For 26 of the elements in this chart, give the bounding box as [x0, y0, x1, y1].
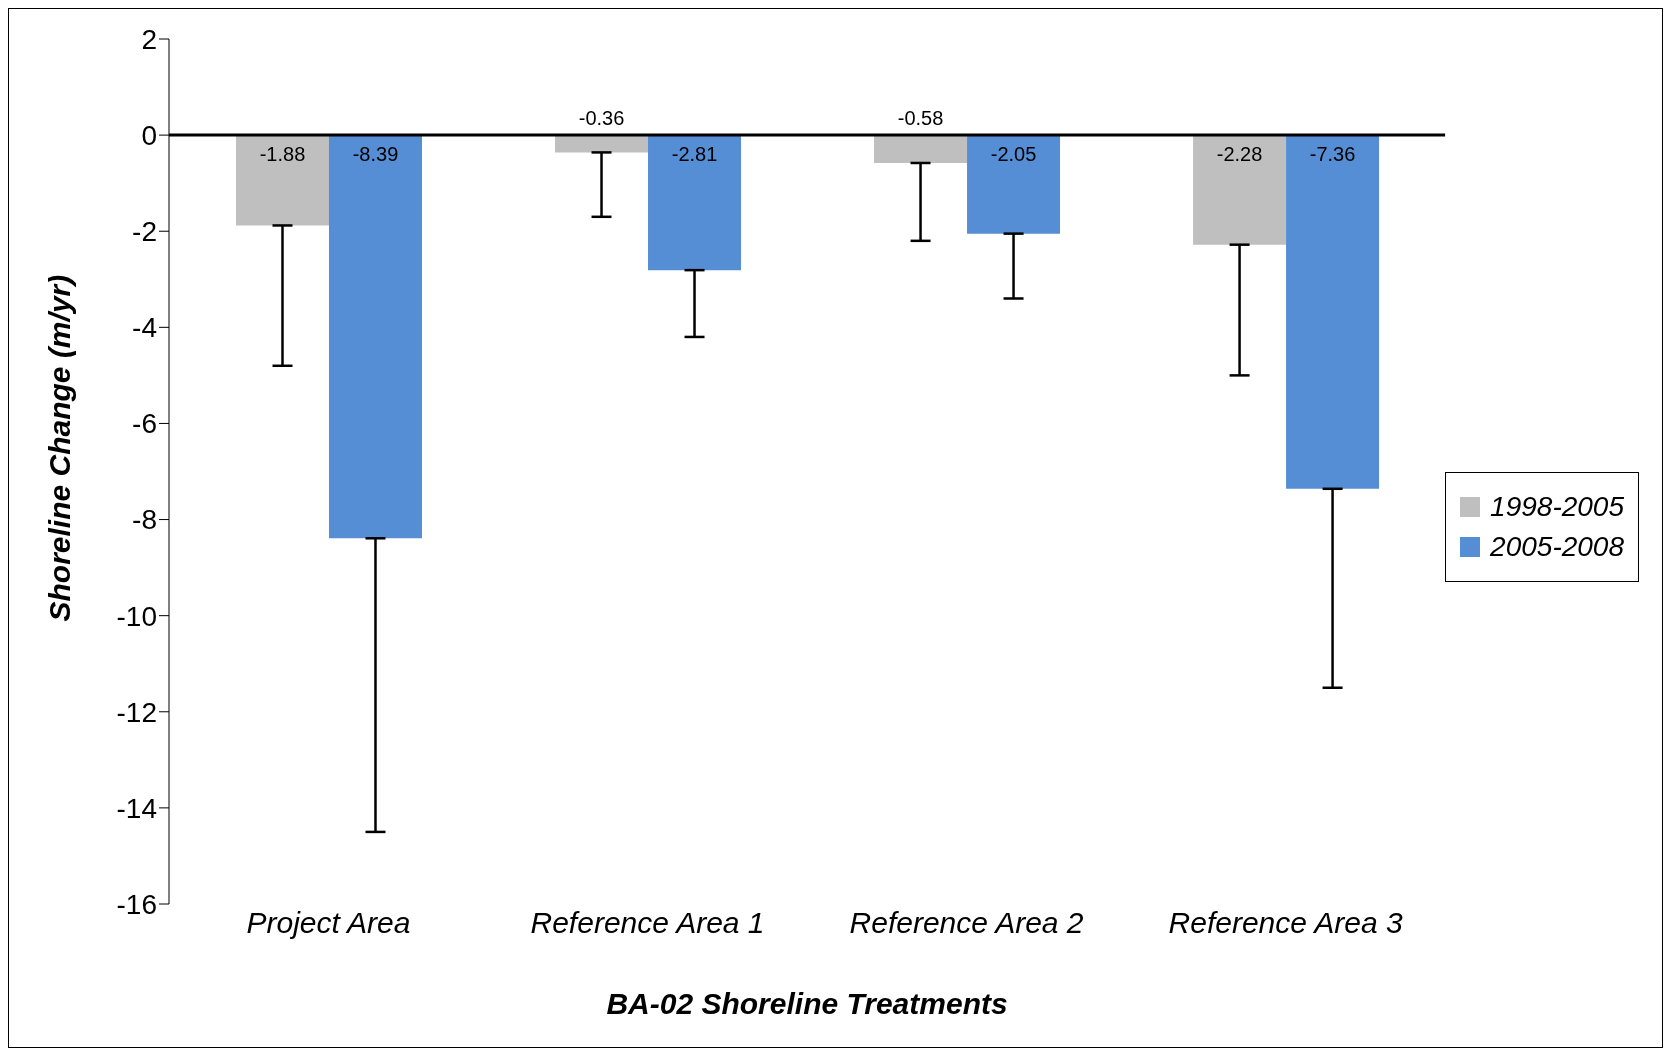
y-tick-label: -6 [132, 408, 157, 440]
data-label: -1.88 [259, 143, 306, 166]
data-label: -7.36 [1309, 143, 1356, 166]
data-label: -8.39 [352, 143, 399, 166]
y-tick-label: -12 [116, 696, 157, 728]
y-axis-title: Shoreline Change (m/yr) [42, 274, 76, 622]
legend-label: 2005-2008 [1490, 530, 1624, 563]
y-tick-label: 2 [141, 23, 157, 55]
x-tick-label: Reference Area 2 [849, 906, 1084, 940]
y-tick-label: -8 [132, 504, 157, 536]
legend-label: 1998-2005 [1490, 490, 1624, 523]
data-label: -2.05 [990, 143, 1037, 166]
y-tick-label: -4 [132, 312, 157, 344]
y-tick-label: -10 [116, 600, 157, 632]
data-label: -0.58 [897, 107, 944, 130]
x-tick-label: Reference Area 3 [1168, 906, 1403, 940]
data-label: -2.28 [1216, 143, 1263, 166]
data-label: -0.36 [578, 107, 625, 130]
y-tick-label: -14 [116, 792, 157, 824]
x-tick-label: Project Area [246, 906, 411, 940]
y-tick-label: 0 [141, 120, 157, 152]
data-label: -2.81 [671, 143, 718, 166]
y-tick-label: -2 [132, 216, 157, 248]
x-tick-label: Reference Area 1 [530, 906, 765, 940]
x-axis-title: BA-02 Shoreline Treatments [606, 987, 1008, 1020]
y-tick-label: -16 [116, 888, 157, 920]
